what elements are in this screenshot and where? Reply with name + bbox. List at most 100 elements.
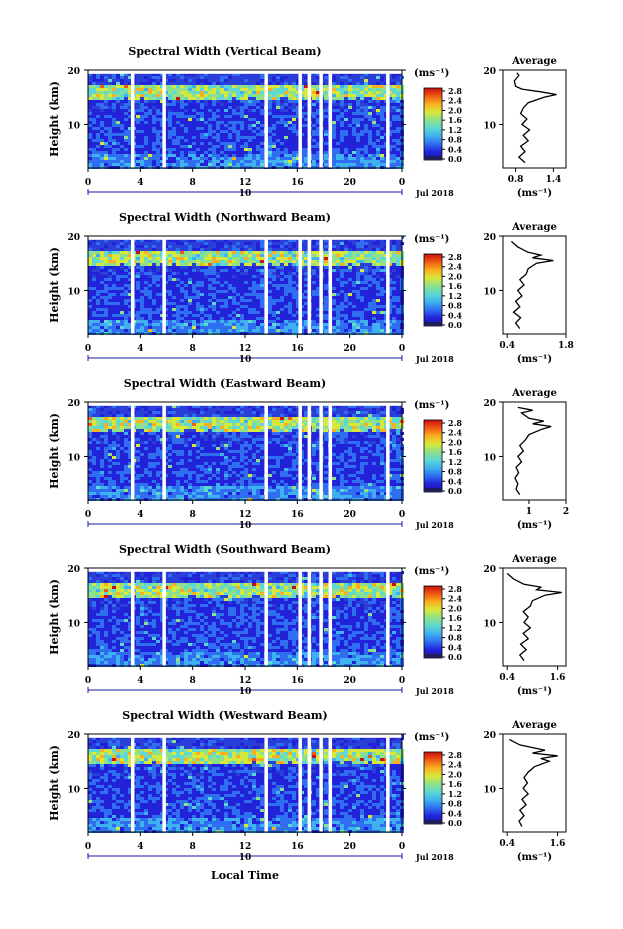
heatmap-cell (316, 151, 320, 154)
heatmap-cell (240, 136, 244, 139)
heatmap-cell (136, 305, 140, 308)
heatmap-cell (276, 160, 280, 163)
heatmap-cell (252, 411, 256, 414)
x-tick-label: 8 (190, 178, 196, 188)
heatmap-cell (112, 299, 116, 302)
heatmap-cell (148, 260, 152, 263)
heatmap-cell (260, 254, 264, 257)
heatmap-cell (300, 151, 304, 154)
heatmap-cell (224, 145, 228, 148)
heatmap-cell (120, 118, 124, 121)
heatmap-cell (88, 323, 92, 326)
heatmap-cell (240, 157, 244, 160)
heatmap-cell (172, 97, 176, 100)
heatmap-cell (248, 299, 252, 302)
heatmap-cell (380, 296, 384, 299)
heatmap-cell (244, 284, 248, 287)
heatmap-cell (148, 314, 152, 317)
heatmap-cell (316, 91, 320, 94)
heatmap-cell (292, 91, 296, 94)
heatmap-cell (176, 118, 180, 121)
heatmap-cell (296, 257, 300, 260)
heatmap-cell (200, 118, 204, 121)
heatmap-cell (224, 100, 228, 103)
heatmap-cell (168, 97, 172, 100)
heatmap-cell (212, 145, 216, 148)
heatmap-cell (136, 127, 140, 130)
heatmap-cell (304, 130, 308, 133)
heatmap-cell (256, 106, 260, 109)
heatmap-cell (360, 254, 364, 257)
heatmap-cell (272, 106, 276, 109)
heatmap-cell (192, 118, 196, 121)
heatmap-cell (356, 305, 360, 308)
heatmap-cell (252, 85, 256, 88)
heatmap-cell (368, 106, 372, 109)
heatmap-cell (244, 245, 248, 248)
heatmap-cell (232, 266, 236, 269)
heatmap-cell (140, 103, 144, 106)
heatmap-cell (304, 118, 308, 121)
heatmap-cell (248, 326, 252, 329)
heatmap-cell (220, 106, 224, 109)
heatmap-cell (96, 109, 100, 112)
colorbar-tick-label: 0.0 (448, 320, 462, 330)
heatmap-cell (212, 260, 216, 263)
heatmap-cell (380, 408, 384, 411)
heatmap-cell (392, 251, 396, 254)
heatmap-cell (284, 293, 288, 296)
heatmap-cell (92, 299, 96, 302)
heatmap-cell (336, 139, 340, 142)
heatmap-cell (312, 154, 316, 157)
heatmap-cell (124, 248, 128, 251)
heatmap-cell (272, 154, 276, 157)
heatmap-cell (240, 411, 244, 414)
heatmap-cell (252, 94, 256, 97)
heatmap-cell (248, 127, 252, 130)
heatmap-cell (352, 109, 356, 112)
heatmap-cell (340, 299, 344, 302)
heatmap-cell (368, 109, 372, 112)
heatmap-cell (156, 73, 160, 76)
heatmap-cell (200, 266, 204, 269)
heatmap-cell (388, 88, 392, 91)
heatmap-cell (208, 284, 212, 287)
heatmap-cell (88, 145, 92, 148)
heatmap-cell (120, 290, 124, 293)
heatmap-cell (304, 100, 308, 103)
heatmap-cell (172, 106, 176, 109)
heatmap-cell (236, 272, 240, 275)
heatmap-cell (128, 275, 132, 278)
heatmap-cell (348, 329, 352, 332)
heatmap-cell (188, 245, 192, 248)
heatmap-cell (256, 142, 260, 145)
heatmap-cell (292, 299, 296, 302)
heatmap-cell (164, 112, 168, 115)
heatmap-cell (228, 160, 232, 163)
heatmap-cell (348, 157, 352, 160)
heatmap-cell (112, 293, 116, 296)
heatmap-cell (104, 278, 108, 281)
heatmap-cell (200, 160, 204, 163)
heatmap-cell (172, 88, 176, 91)
heatmap-cell (188, 260, 192, 263)
colorbar-tick-label: 0.8 (448, 135, 462, 145)
heatmap-cell (356, 299, 360, 302)
heatmap-cell (136, 112, 140, 115)
heatmap-cell (324, 88, 328, 91)
heatmap-cell (372, 151, 376, 154)
heatmap-cell (312, 112, 316, 115)
heatmap-cell (304, 97, 308, 100)
heatmap-cell (96, 157, 100, 160)
heatmap-cell (192, 296, 196, 299)
heatmap-cell (232, 269, 236, 272)
heatmap-cell (300, 97, 304, 100)
heatmap-cell (260, 305, 264, 308)
heatmap-cell (192, 136, 196, 139)
heatmap-cell (192, 320, 196, 323)
heatmap-cell (180, 257, 184, 260)
heatmap-cell (248, 254, 252, 257)
heatmap-cell (128, 151, 132, 154)
heatmap-cell (316, 157, 320, 160)
heatmap-cell (344, 121, 348, 124)
